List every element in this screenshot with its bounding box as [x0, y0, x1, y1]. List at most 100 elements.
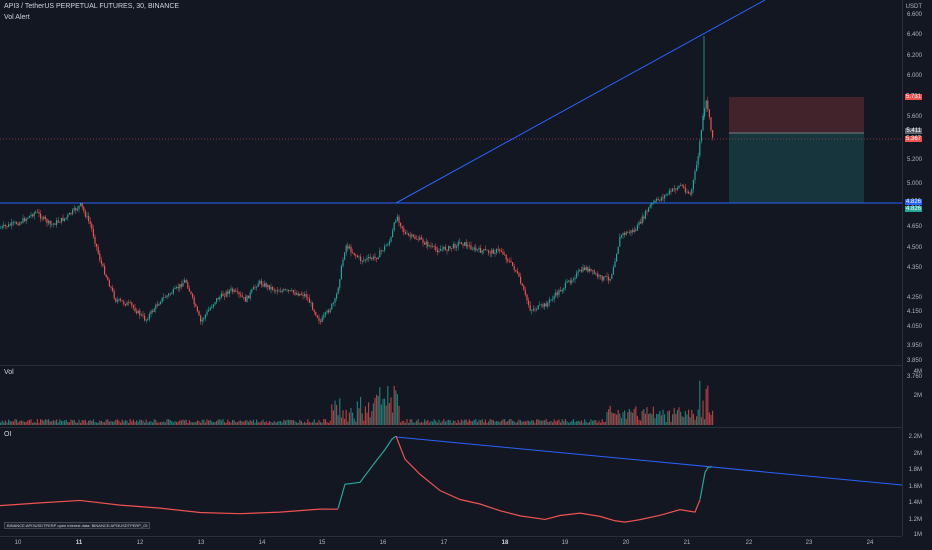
- volume-bar: [636, 415, 638, 425]
- pane-separator-volume[interactable]: [0, 365, 902, 366]
- candle-body: [369, 256, 371, 259]
- volume-bar: [561, 419, 563, 425]
- candle-body: [345, 245, 347, 253]
- volume-bar: [195, 422, 197, 425]
- volume-bar: [686, 414, 688, 425]
- candle-body: [360, 256, 362, 262]
- candle-body: [624, 233, 626, 235]
- candle-body: [193, 297, 195, 305]
- volume-bar: [3, 422, 5, 425]
- volume-bar: [355, 421, 357, 425]
- volume-bar: [206, 419, 208, 425]
- volume-bar: [475, 419, 477, 425]
- candle-body: [576, 272, 578, 278]
- candle-body: [363, 259, 365, 261]
- candle-body: [649, 205, 651, 208]
- volume-bar: [211, 421, 213, 425]
- volume-bar: [544, 420, 546, 425]
- volume-bar: [40, 419, 42, 425]
- volume-bar: [118, 420, 120, 425]
- volume-bar: [547, 421, 549, 425]
- candle-body: [683, 185, 685, 188]
- volume-bar: [376, 394, 378, 425]
- candle-body: [563, 288, 565, 290]
- candle-body: [32, 214, 34, 217]
- volume-bar: [595, 420, 597, 425]
- oi-tick-1: 2M: [913, 451, 922, 457]
- candle-body: [315, 311, 317, 316]
- volume-bar: [97, 422, 99, 425]
- oi-pane-label[interactable]: OI: [4, 431, 12, 438]
- volume-bar: [185, 419, 187, 425]
- volume-bar: [382, 398, 384, 425]
- volume-bar: [425, 420, 427, 425]
- volume-bar: [593, 420, 595, 425]
- volume-bar: [508, 419, 510, 425]
- volume-bar: [36, 419, 38, 425]
- volume-pane-label[interactable]: Vol: [4, 369, 14, 376]
- volume-bar: [584, 419, 586, 425]
- volume-bar: [646, 407, 648, 425]
- volume-bar: [340, 417, 342, 425]
- candle-body: [171, 293, 173, 294]
- volume-bar: [534, 422, 536, 425]
- volume-bar: [363, 420, 365, 425]
- candle-body: [12, 222, 14, 223]
- volume-bar: [467, 421, 469, 425]
- volume-bar: [462, 420, 464, 425]
- volume-bar: [33, 421, 35, 425]
- volume-bar: [440, 422, 442, 425]
- candle-body: [230, 288, 232, 291]
- chart-title[interactable]: API3 / TetherUS PERPETUAL FUTURES, 30, B…: [4, 3, 180, 10]
- volume-bar: [664, 414, 666, 425]
- oi-tick-2: 1.8M: [908, 467, 922, 473]
- oi-line-segment: [337, 435, 397, 509]
- volume-bar: [497, 421, 499, 425]
- candle-body: [553, 296, 555, 300]
- volume-bar: [248, 421, 250, 425]
- volume-bar: [516, 421, 518, 425]
- candle-body: [310, 302, 312, 304]
- oi-tick-5: 1.2M: [908, 517, 922, 523]
- price-tick-7: 5.200: [906, 157, 922, 163]
- candle-body: [192, 293, 194, 298]
- candle-body: [612, 267, 614, 275]
- candle-body: [288, 289, 290, 291]
- volume-bar: [99, 420, 101, 425]
- candle-body: [475, 247, 477, 251]
- volume-bar: [500, 420, 502, 425]
- pane-separator-oi[interactable]: [0, 427, 902, 428]
- volume-bar: [174, 420, 176, 425]
- volume-bar: [46, 419, 48, 425]
- volume-bar: [387, 385, 389, 425]
- candle-body: [177, 286, 179, 289]
- candle-body: [337, 287, 339, 294]
- time-label-19: 19: [561, 540, 569, 546]
- volume-bar: [203, 419, 205, 425]
- oi-tick-0: 2.2M: [908, 434, 922, 440]
- candle-body: [396, 216, 398, 221]
- candle-body: [19, 222, 21, 226]
- volume-bar: [328, 422, 330, 425]
- volume-bar: [417, 419, 419, 425]
- candle-body: [616, 253, 618, 262]
- candle-body: [668, 190, 670, 195]
- volume-bar: [624, 410, 626, 425]
- candle-body: [4, 224, 6, 227]
- volume-bar: [297, 422, 299, 425]
- volume-bar: [344, 418, 346, 425]
- volume-bar: [640, 420, 642, 425]
- candle-body: [660, 197, 662, 201]
- indicator-label[interactable]: Vol Alert: [4, 14, 30, 21]
- candle-body: [385, 245, 387, 247]
- candle-body: [305, 294, 307, 298]
- candle-body: [644, 211, 646, 219]
- candle-body: [318, 317, 320, 321]
- candle-body: [1, 226, 3, 228]
- volume-bar: [235, 422, 237, 425]
- volume-bar: [112, 421, 114, 425]
- candle-body: [376, 257, 378, 259]
- candle-body: [299, 293, 301, 296]
- price-tick-9: 4.650: [906, 224, 922, 230]
